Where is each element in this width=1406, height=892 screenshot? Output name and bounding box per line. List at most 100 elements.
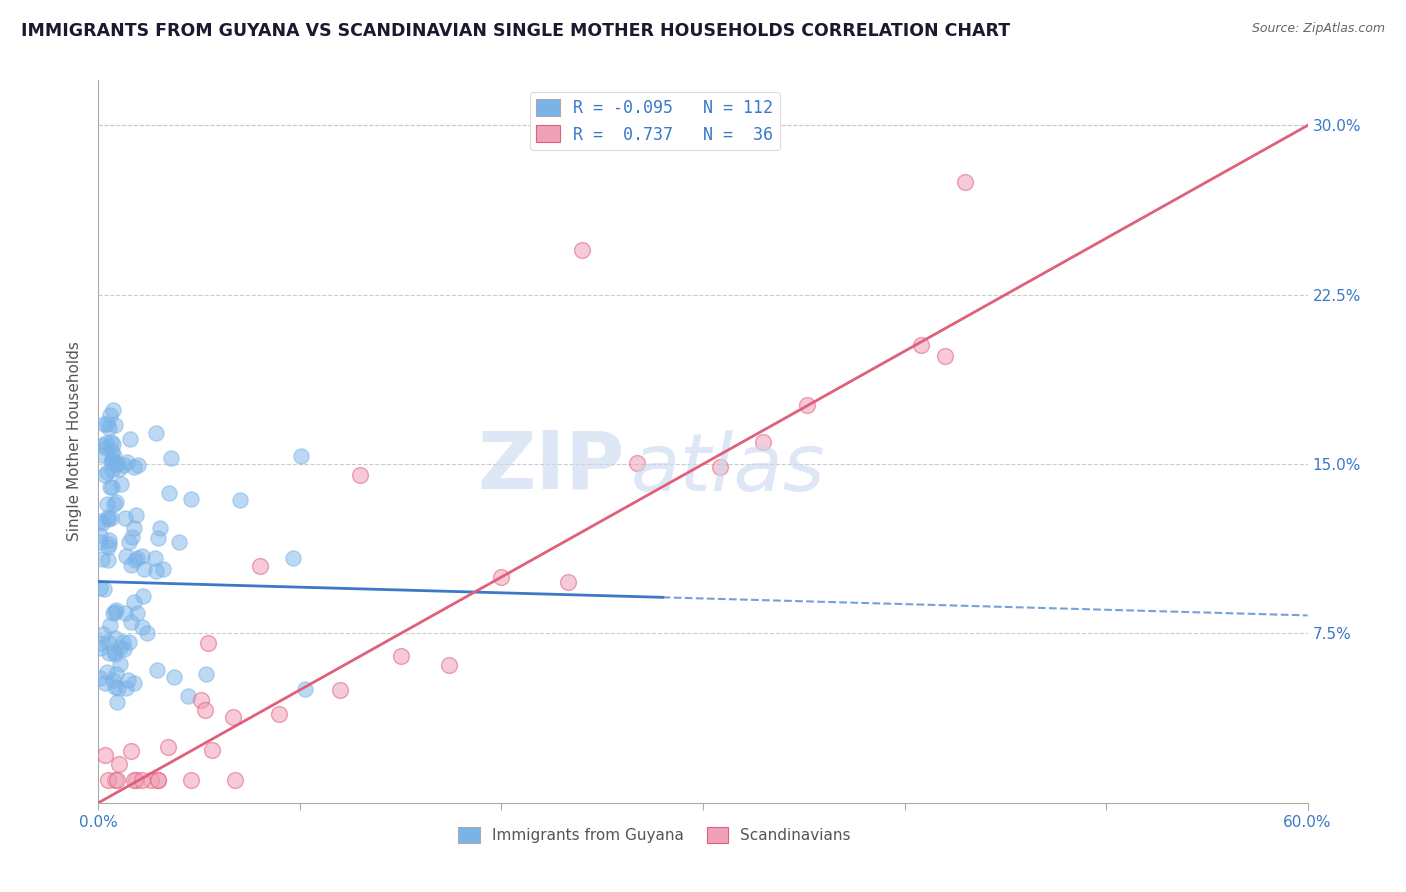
Point (118, 433, 141, 447)
Text: Source: ZipAtlas.com: Source: ZipAtlas.com (1251, 22, 1385, 36)
Point (152, 562, 174, 576)
Point (115, 549, 138, 563)
Point (115, 681, 138, 695)
Point (114, 606, 136, 620)
Point (157, 486, 180, 500)
Point (127, 458, 149, 472)
Point (132, 590, 155, 604)
Point (349, 468, 371, 483)
Point (98, 618, 121, 632)
Point (122, 521, 145, 535)
Point (110, 477, 132, 491)
Point (139, 773, 162, 788)
Point (90, 552, 112, 566)
Point (94, 747, 117, 762)
Point (100, 511, 122, 525)
Point (491, 570, 513, 584)
Point (143, 550, 166, 565)
Point (145, 564, 167, 578)
Point (752, 434, 775, 449)
Y-axis label: Single Mother Households: Single Mother Households (67, 342, 83, 541)
Text: IMMIGRANTS FROM GUYANA VS SCANDINAVIAN SINGLE MOTHER HOUSEHOLDS CORRELATION CHAR: IMMIGRANTS FROM GUYANA VS SCANDINAVIAN S… (21, 22, 1011, 40)
Point (249, 558, 271, 573)
Point (329, 682, 352, 697)
Point (97, 537, 120, 551)
Point (124, 676, 146, 690)
Point (96, 497, 118, 511)
Point (131, 620, 153, 634)
Point (121, 744, 143, 758)
Point (197, 636, 219, 650)
Point (101, 453, 124, 467)
Point (91, 438, 114, 452)
Point (195, 667, 218, 681)
Point (103, 449, 125, 463)
Point (103, 631, 125, 645)
Point (169, 534, 191, 549)
Point (571, 243, 593, 257)
Point (103, 680, 125, 694)
Point (108, 657, 131, 671)
Point (101, 452, 124, 467)
Point (101, 463, 124, 477)
Point (89, 535, 111, 549)
Legend: Immigrants from Guyana, Scandinavians: Immigrants from Guyana, Scandinavians (453, 822, 858, 849)
Point (389, 648, 412, 663)
Point (105, 773, 128, 788)
Point (122, 595, 145, 609)
Point (89, 581, 111, 595)
Point (97, 553, 120, 567)
Point (94, 468, 117, 483)
Point (91, 627, 114, 641)
Text: ZIP: ZIP (477, 428, 624, 506)
Point (89, 528, 111, 542)
Point (101, 444, 124, 458)
Point (626, 456, 648, 470)
Point (132, 562, 155, 576)
Point (910, 338, 932, 352)
Point (283, 550, 305, 565)
Point (117, 673, 139, 687)
Point (222, 710, 245, 724)
Point (953, 175, 976, 189)
Point (105, 495, 128, 509)
Point (111, 635, 134, 649)
Point (194, 703, 217, 717)
Point (124, 459, 146, 474)
Point (108, 462, 131, 476)
Point (96, 665, 118, 679)
Point (122, 773, 145, 788)
Point (131, 549, 153, 563)
Point (104, 417, 127, 432)
Point (121, 530, 143, 544)
Point (107, 681, 129, 695)
Point (98, 480, 121, 494)
Point (94, 435, 117, 450)
Point (145, 426, 167, 441)
Point (94, 676, 117, 690)
Point (112, 458, 135, 472)
Point (124, 508, 146, 522)
Point (934, 349, 956, 363)
Point (104, 773, 127, 788)
Point (104, 605, 127, 619)
Point (103, 606, 125, 620)
Point (148, 773, 170, 788)
Point (98, 646, 121, 660)
Point (180, 773, 202, 788)
Point (114, 511, 136, 525)
Point (160, 451, 183, 466)
Point (105, 695, 128, 709)
Point (96, 465, 118, 479)
Point (100, 480, 122, 494)
Point (149, 520, 172, 534)
Point (108, 757, 131, 772)
Point (115, 455, 138, 469)
Point (97, 533, 120, 547)
Point (97, 540, 120, 554)
Point (108, 640, 131, 655)
Point (96, 441, 118, 455)
Point (104, 458, 127, 472)
Point (105, 457, 128, 471)
Point (125, 551, 148, 566)
